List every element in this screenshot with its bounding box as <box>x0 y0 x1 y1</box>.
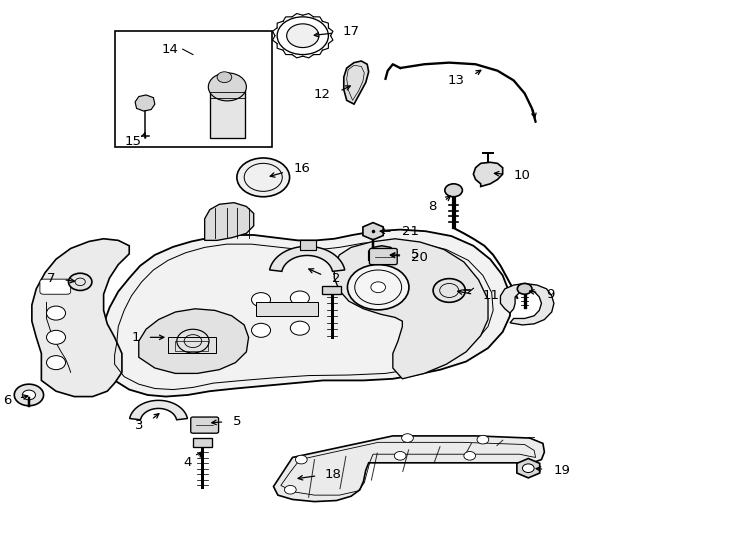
Bar <box>300 240 316 249</box>
Polygon shape <box>501 284 554 325</box>
Text: 16: 16 <box>294 162 311 176</box>
Polygon shape <box>269 246 345 272</box>
Bar <box>175 341 208 351</box>
Circle shape <box>464 451 476 460</box>
Circle shape <box>46 306 65 320</box>
Bar <box>256 302 318 316</box>
Polygon shape <box>274 436 545 502</box>
Text: 6: 6 <box>3 394 11 407</box>
Polygon shape <box>103 230 510 396</box>
Polygon shape <box>205 202 254 240</box>
Text: 19: 19 <box>553 464 570 477</box>
Polygon shape <box>344 61 368 104</box>
Circle shape <box>291 321 309 335</box>
Circle shape <box>285 485 297 494</box>
Circle shape <box>445 184 462 197</box>
Text: 18: 18 <box>324 468 341 481</box>
Polygon shape <box>517 458 539 478</box>
Text: 4: 4 <box>183 456 192 469</box>
Text: 13: 13 <box>448 74 465 87</box>
Circle shape <box>523 464 534 472</box>
Bar <box>115 31 272 147</box>
Text: 1: 1 <box>131 331 140 344</box>
Circle shape <box>14 384 43 406</box>
Circle shape <box>477 435 489 444</box>
Text: 10: 10 <box>514 168 531 181</box>
Text: 14: 14 <box>161 43 178 56</box>
Polygon shape <box>130 400 187 420</box>
FancyBboxPatch shape <box>191 417 219 433</box>
Polygon shape <box>135 95 155 111</box>
Circle shape <box>22 390 35 400</box>
Text: 5: 5 <box>411 248 420 261</box>
Circle shape <box>371 282 385 293</box>
Circle shape <box>517 284 532 294</box>
Bar <box>321 286 341 294</box>
Text: 8: 8 <box>429 200 437 213</box>
Text: 11: 11 <box>483 289 500 302</box>
Circle shape <box>217 72 232 83</box>
Polygon shape <box>473 163 503 186</box>
Text: 20: 20 <box>411 251 428 264</box>
Polygon shape <box>368 246 395 265</box>
Polygon shape <box>363 222 383 240</box>
Circle shape <box>296 455 307 464</box>
Circle shape <box>394 451 406 460</box>
Circle shape <box>347 265 409 310</box>
Bar <box>193 438 212 447</box>
Polygon shape <box>334 239 488 379</box>
Text: 2: 2 <box>332 272 341 285</box>
Circle shape <box>46 356 65 370</box>
Text: 5: 5 <box>233 415 241 428</box>
Circle shape <box>252 323 271 338</box>
Polygon shape <box>139 309 249 374</box>
Text: 17: 17 <box>343 25 360 38</box>
FancyBboxPatch shape <box>369 248 397 265</box>
Text: 3: 3 <box>135 418 144 431</box>
Text: 7: 7 <box>47 272 55 285</box>
Circle shape <box>401 434 413 442</box>
Circle shape <box>46 330 65 345</box>
Text: 15: 15 <box>125 136 142 148</box>
Circle shape <box>291 291 309 305</box>
Circle shape <box>433 279 465 302</box>
Bar <box>168 338 216 354</box>
Text: 12: 12 <box>313 89 330 102</box>
Text: 21: 21 <box>401 225 418 238</box>
Circle shape <box>208 73 247 101</box>
Circle shape <box>252 293 271 307</box>
Circle shape <box>237 158 290 197</box>
Bar <box>210 90 245 138</box>
Polygon shape <box>32 239 129 396</box>
Circle shape <box>68 273 92 291</box>
Text: 9: 9 <box>547 288 555 301</box>
FancyBboxPatch shape <box>40 279 70 294</box>
Circle shape <box>287 24 319 48</box>
